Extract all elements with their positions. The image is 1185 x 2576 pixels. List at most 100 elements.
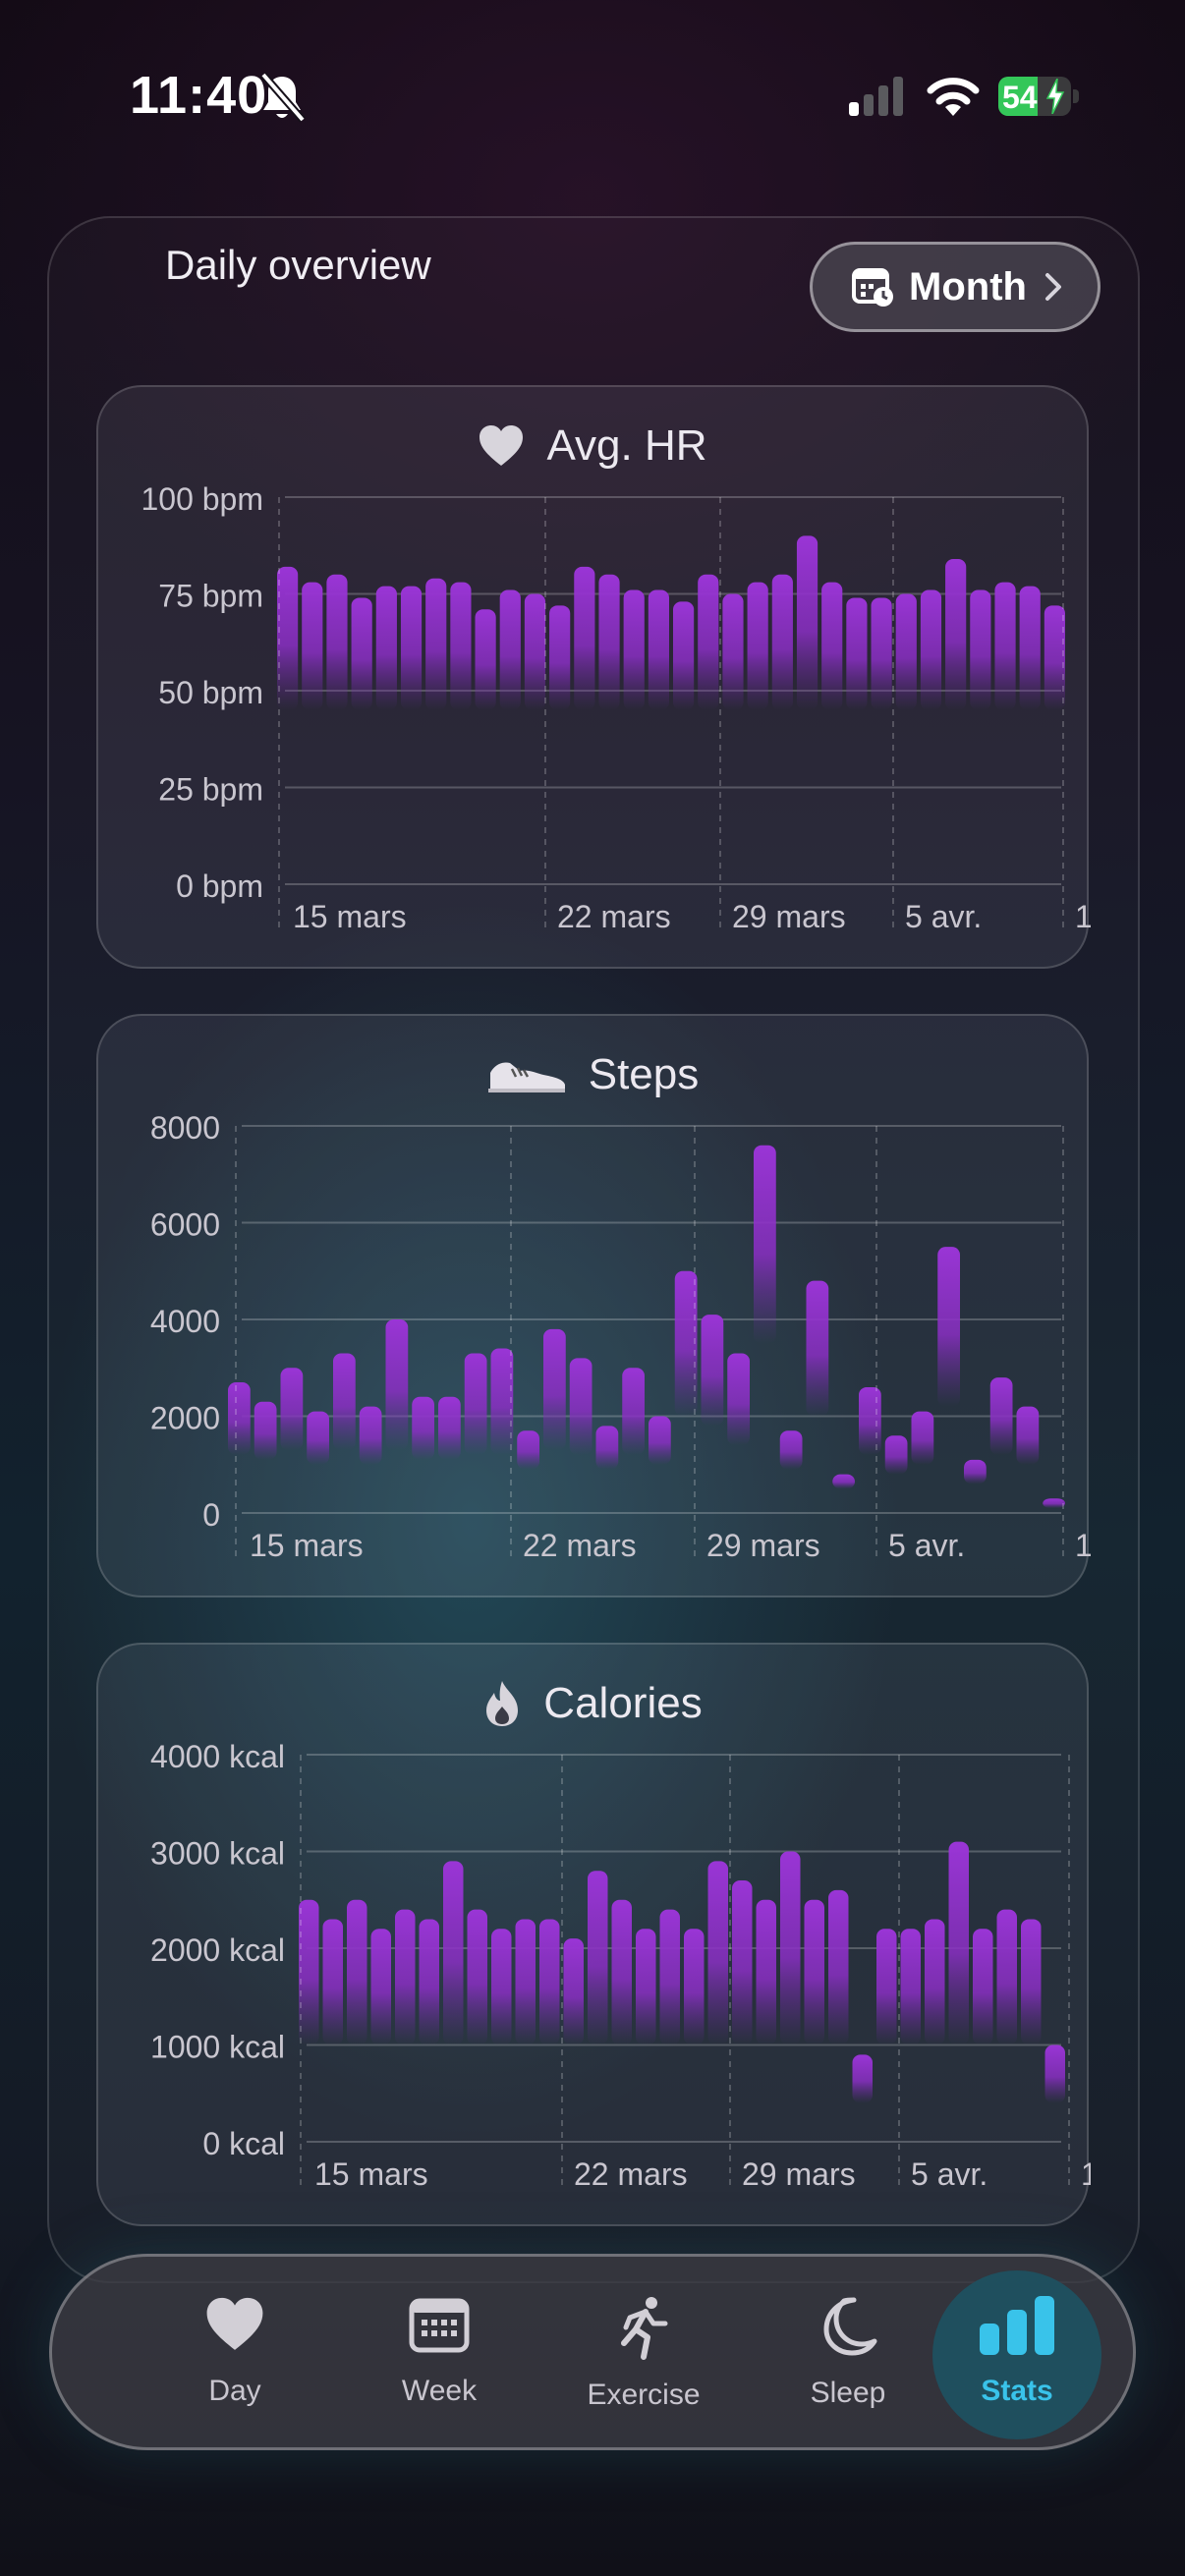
bar [524,593,546,710]
bar [937,1247,960,1407]
charging-bolt-icon [1045,79,1065,114]
y-tick-label: 2000 kcal [150,1932,285,1968]
bar [563,1938,584,2045]
bar [895,593,917,710]
avg-hr-card: Avg. HR 100 bpm 75 bpm 50 bpm 25 bpm 0 bpm 15… [96,385,1091,969]
bar [747,582,768,710]
bar [412,1396,434,1460]
bar [543,1328,566,1450]
bar [490,1348,514,1455]
bar [852,2054,873,2103]
tab-exercise[interactable]: Exercise [545,2257,742,2447]
bar [515,1919,536,2045]
bar [375,586,397,710]
bar [277,566,299,710]
heart-icon [206,2297,263,2350]
x-tick-label: 1... [1081,2156,1091,2192]
bar [846,597,868,710]
bar [322,1919,343,2045]
bar [806,1280,829,1417]
bar [754,1145,776,1344]
x-tick-label: 29 mars [742,2156,856,2192]
x-tick-label: 12... [1075,1528,1091,1563]
x-tick-label: 5 avr. [905,899,982,934]
bell-slash-icon [259,72,307,123]
bar [659,1909,680,2045]
bar [574,566,595,710]
calories-chart: 4000 kcal 3000 kcal 2000 kcal 1000 kcal 0 kc… [150,1739,1091,2192]
bar [438,1396,461,1460]
bar [828,1889,849,2045]
cellular-signal-icon [849,77,903,116]
bar [973,1929,993,2045]
bar [385,1319,409,1450]
bar [595,1426,619,1470]
avg-hr-chart: 100 bpm 75 bpm 50 bpm 25 bpm 0 bpm 15 mars 22 … [141,481,1091,934]
bar [832,1474,855,1489]
bar [707,1861,728,2045]
tab-stats[interactable]: Stats [919,2257,1115,2447]
y-tick-label: 4000 kcal [150,1739,285,1774]
y-tick-label: 25 bpm [158,772,263,808]
card-title: Calories [543,1679,703,1727]
y-tick-label: 3000 kcal [150,1836,285,1872]
tab-day[interactable]: Day [137,2257,333,2447]
x-tick-label: 12... [1075,899,1091,934]
bar [771,574,793,710]
x-tick-label: 5 avr. [911,2156,988,2192]
steps-chart: 8000 6000 4000 2000 0 15 mars 22 mars 29 mars 5 … [150,1110,1091,1563]
x-tick-label: 22 mars [523,1528,637,1563]
tab-week[interactable]: Week [341,2257,537,2447]
tab-label: Exercise [587,2379,701,2411]
bar [1043,1498,1065,1509]
y-tick-label: 50 bpm [158,675,263,710]
y-tick-label: 0 kcal [202,2126,285,2161]
x-tick-label: 15 mars [293,899,407,934]
bar [370,1929,391,2045]
bar [876,1929,897,2045]
bar [307,1411,329,1465]
bar [464,1353,487,1455]
bar [1044,2044,1065,2103]
bar [989,1377,1013,1455]
tab-label: Day [208,2375,261,2407]
bar [347,1899,367,2045]
x-tick-label: 5 avr. [888,1528,965,1563]
bar-chart-icon [980,2296,1054,2355]
x-tick-label: 15 mars [250,1528,364,1563]
bar [333,1353,356,1450]
bar [673,601,695,710]
y-tick-label: 1000 kcal [150,2030,285,2065]
bar [622,1368,645,1455]
bar [780,1851,801,2045]
bar [598,574,620,710]
tab-label: Sleep [810,2377,886,2409]
tab-sleep[interactable]: Sleep [750,2257,946,2447]
bar [674,1270,698,1417]
bar [539,1919,560,2045]
bar [588,1871,608,2045]
bar [996,1909,1017,2045]
month-range-button[interactable]: Month [810,242,1100,332]
bar [326,574,348,710]
status-bar: 11:40 54 [0,0,1185,187]
bar [443,1861,464,2045]
bar [911,1411,934,1465]
tab-bar: Day Week Exercise Sleep [49,2254,1136,2450]
bar [796,535,818,710]
bar [722,593,744,710]
moon-icon [823,2297,877,2356]
bar [425,578,447,710]
bar [948,1841,969,2045]
status-time: 11:40 [130,66,268,125]
bar [280,1368,304,1450]
heart-icon [480,425,524,466]
bar [400,586,423,710]
bar [450,582,472,710]
bar [970,589,991,710]
bar [491,1929,512,2045]
chevron-right-icon [1044,273,1061,301]
bar [684,1929,705,2045]
bar [859,1386,881,1455]
bar [517,1430,539,1470]
